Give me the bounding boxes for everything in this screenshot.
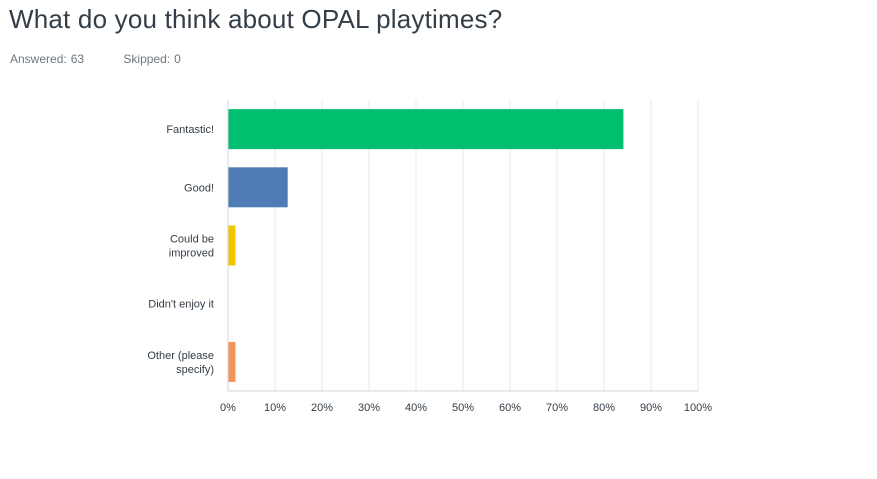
response-stats: Answered: 63 Skipped: 0 xyxy=(10,52,217,66)
bar[interactable] xyxy=(228,109,624,150)
x-tick-label: 40% xyxy=(405,402,427,414)
x-tick-label: 30% xyxy=(358,402,380,414)
x-tick-label: 70% xyxy=(546,402,568,414)
x-tick-label: 60% xyxy=(499,402,521,414)
answered-value: 63 xyxy=(70,52,85,66)
x-tick-label: 20% xyxy=(311,402,333,414)
category-label: Didn't enjoy it xyxy=(148,299,214,311)
x-tick-label: 100% xyxy=(684,402,712,414)
category-label: Could be improved xyxy=(169,234,214,260)
question-title: What do you think about OPAL playtimes? xyxy=(9,4,503,34)
bar[interactable] xyxy=(228,225,236,266)
chart-bars xyxy=(228,109,624,382)
x-tick-label: 90% xyxy=(640,402,662,414)
bar[interactable] xyxy=(228,341,236,382)
category-label: Other (please specify) xyxy=(147,350,214,376)
x-axis-ticks: 0% 10% 20% 30% 40% 50% 60% 70% 80% 90% 100% xyxy=(220,402,712,414)
bar[interactable] xyxy=(228,167,288,208)
x-tick-label: 0% xyxy=(220,402,236,414)
category-label: Good! xyxy=(184,182,214,194)
skipped-stat: Skipped: 0 xyxy=(123,52,198,66)
x-tick-label: 10% xyxy=(264,402,286,414)
skipped-value: 0 xyxy=(174,52,181,66)
answered-label: Answered: xyxy=(10,52,67,66)
answered-stat: Answered: 63 xyxy=(10,52,102,66)
category-labels: Fantastic! Good! Could be improved Didn't en… xyxy=(147,124,214,376)
skipped-label: Skipped: xyxy=(123,52,171,66)
category-label: Fantastic! xyxy=(166,124,214,136)
x-tick-label: 50% xyxy=(452,402,474,414)
x-tick-label: 80% xyxy=(593,402,615,414)
